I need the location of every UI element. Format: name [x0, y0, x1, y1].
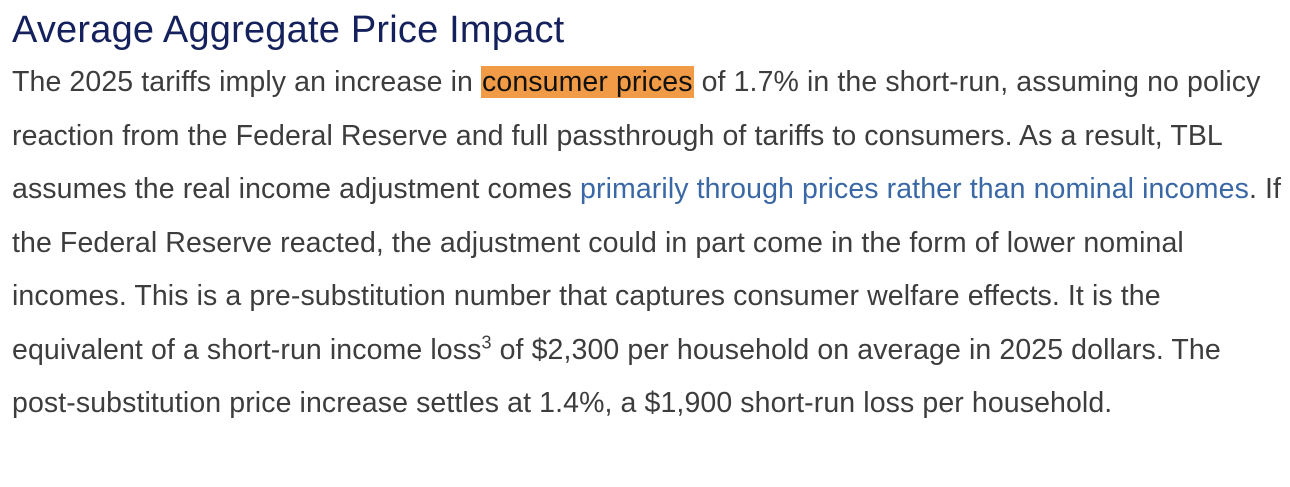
text-segment-1: The 2025 tariffs imply an increase in [12, 66, 482, 98]
article: Average Aggregate Price Impact The 2025 … [12, 4, 1284, 431]
highlighted-phrase: consumer prices [481, 66, 694, 98]
text-segment-2: of 1.7% in the short-run, assuming no po… [12, 66, 1261, 205]
body-paragraph: The 2025 tariffs imply an increase in co… [12, 56, 1284, 431]
footnote-marker[interactable]: 3 [481, 332, 492, 352]
text-segment-3: . If the Federal Reserve reacted, the ad… [12, 173, 1282, 366]
prices-vs-incomes-link[interactable]: primarily through prices rather than nom… [580, 173, 1249, 205]
text-segment-4: of $2,300 per household on average in 20… [12, 333, 1221, 420]
section-heading: Average Aggregate Price Impact [12, 9, 565, 51]
